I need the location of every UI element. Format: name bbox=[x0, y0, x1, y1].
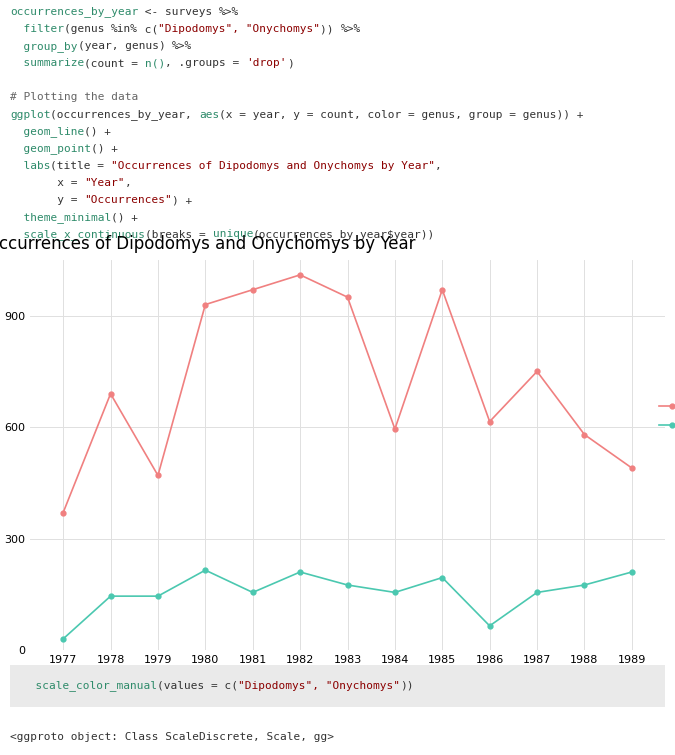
Text: unique: unique bbox=[213, 230, 253, 239]
Text: () +: () + bbox=[111, 212, 138, 222]
Text: <- surveys: <- surveys bbox=[138, 7, 219, 17]
Text: geom_point: geom_point bbox=[10, 143, 91, 154]
Text: %>%: %>% bbox=[219, 7, 240, 17]
Text: geom_line: geom_line bbox=[10, 126, 84, 137]
Text: x =: x = bbox=[10, 178, 84, 188]
Text: (values = c(: (values = c( bbox=[157, 681, 238, 691]
Legend: Dipodomys, Onychomys: Dipodomys, Onychomys bbox=[655, 375, 675, 438]
Text: 'drop': 'drop' bbox=[246, 58, 287, 68]
Text: (occurrences_by_year,: (occurrences_by_year, bbox=[51, 109, 199, 120]
Text: "Dipodomys", "Onychomys": "Dipodomys", "Onychomys" bbox=[238, 681, 400, 691]
Text: )): )) bbox=[400, 681, 414, 691]
Text: labs: labs bbox=[10, 161, 51, 171]
Text: scale_x_continuous: scale_x_continuous bbox=[10, 229, 145, 240]
Text: n(): n() bbox=[145, 58, 165, 68]
Text: summarize: summarize bbox=[10, 58, 84, 68]
Text: scale_color_manual: scale_color_manual bbox=[22, 680, 157, 692]
Text: filter: filter bbox=[10, 24, 64, 34]
Text: )): )) bbox=[321, 24, 341, 34]
Text: %in%: %in% bbox=[111, 24, 138, 34]
Text: "Occurrences": "Occurrences" bbox=[84, 195, 172, 205]
Text: ,: , bbox=[125, 178, 132, 188]
Text: %>%: %>% bbox=[341, 24, 361, 34]
Text: group_by: group_by bbox=[10, 41, 78, 51]
Text: "Dipodomys", "Onychomys": "Dipodomys", "Onychomys" bbox=[159, 24, 321, 34]
Text: %>%: %>% bbox=[172, 42, 192, 51]
Text: c(: c( bbox=[138, 24, 159, 34]
Text: (year, genus): (year, genus) bbox=[78, 42, 172, 51]
Text: () +: () + bbox=[84, 127, 111, 137]
Text: aes: aes bbox=[199, 109, 219, 119]
Text: ggplot: ggplot bbox=[10, 109, 51, 119]
Text: # Plotting the data: # Plotting the data bbox=[10, 93, 138, 103]
FancyBboxPatch shape bbox=[7, 662, 668, 710]
Text: (x = year, y = count, color = genus, group = genus)) +: (x = year, y = count, color = genus, gro… bbox=[219, 109, 584, 119]
Text: (breaks =: (breaks = bbox=[145, 230, 213, 239]
Text: <ggproto object: Class ScaleDiscrete, Scale, gg>: <ggproto object: Class ScaleDiscrete, Sc… bbox=[10, 732, 334, 742]
Text: "Occurrences of Dipodomys and Onychomys by Year": "Occurrences of Dipodomys and Onychomys … bbox=[111, 161, 435, 171]
X-axis label: Year: Year bbox=[334, 670, 361, 683]
Text: (count =: (count = bbox=[84, 58, 145, 68]
Text: ,: , bbox=[435, 161, 442, 171]
Text: theme_minimal: theme_minimal bbox=[10, 211, 111, 223]
Text: Occurrences of Dipodomys and Onychomys by Year: Occurrences of Dipodomys and Onychomys b… bbox=[0, 235, 415, 253]
Text: (occurrences_by_year$year)): (occurrences_by_year$year)) bbox=[253, 229, 435, 240]
Text: () +: () + bbox=[91, 143, 118, 154]
Text: (title =: (title = bbox=[51, 161, 111, 171]
Text: ): ) bbox=[287, 58, 294, 68]
Text: "Year": "Year" bbox=[84, 178, 125, 188]
Text: (genus: (genus bbox=[64, 24, 111, 34]
Text: y =: y = bbox=[10, 195, 84, 205]
Text: occurrences_by_year: occurrences_by_year bbox=[10, 7, 138, 17]
Text: , .groups =: , .groups = bbox=[165, 58, 246, 68]
Text: ) +: ) + bbox=[172, 195, 192, 205]
